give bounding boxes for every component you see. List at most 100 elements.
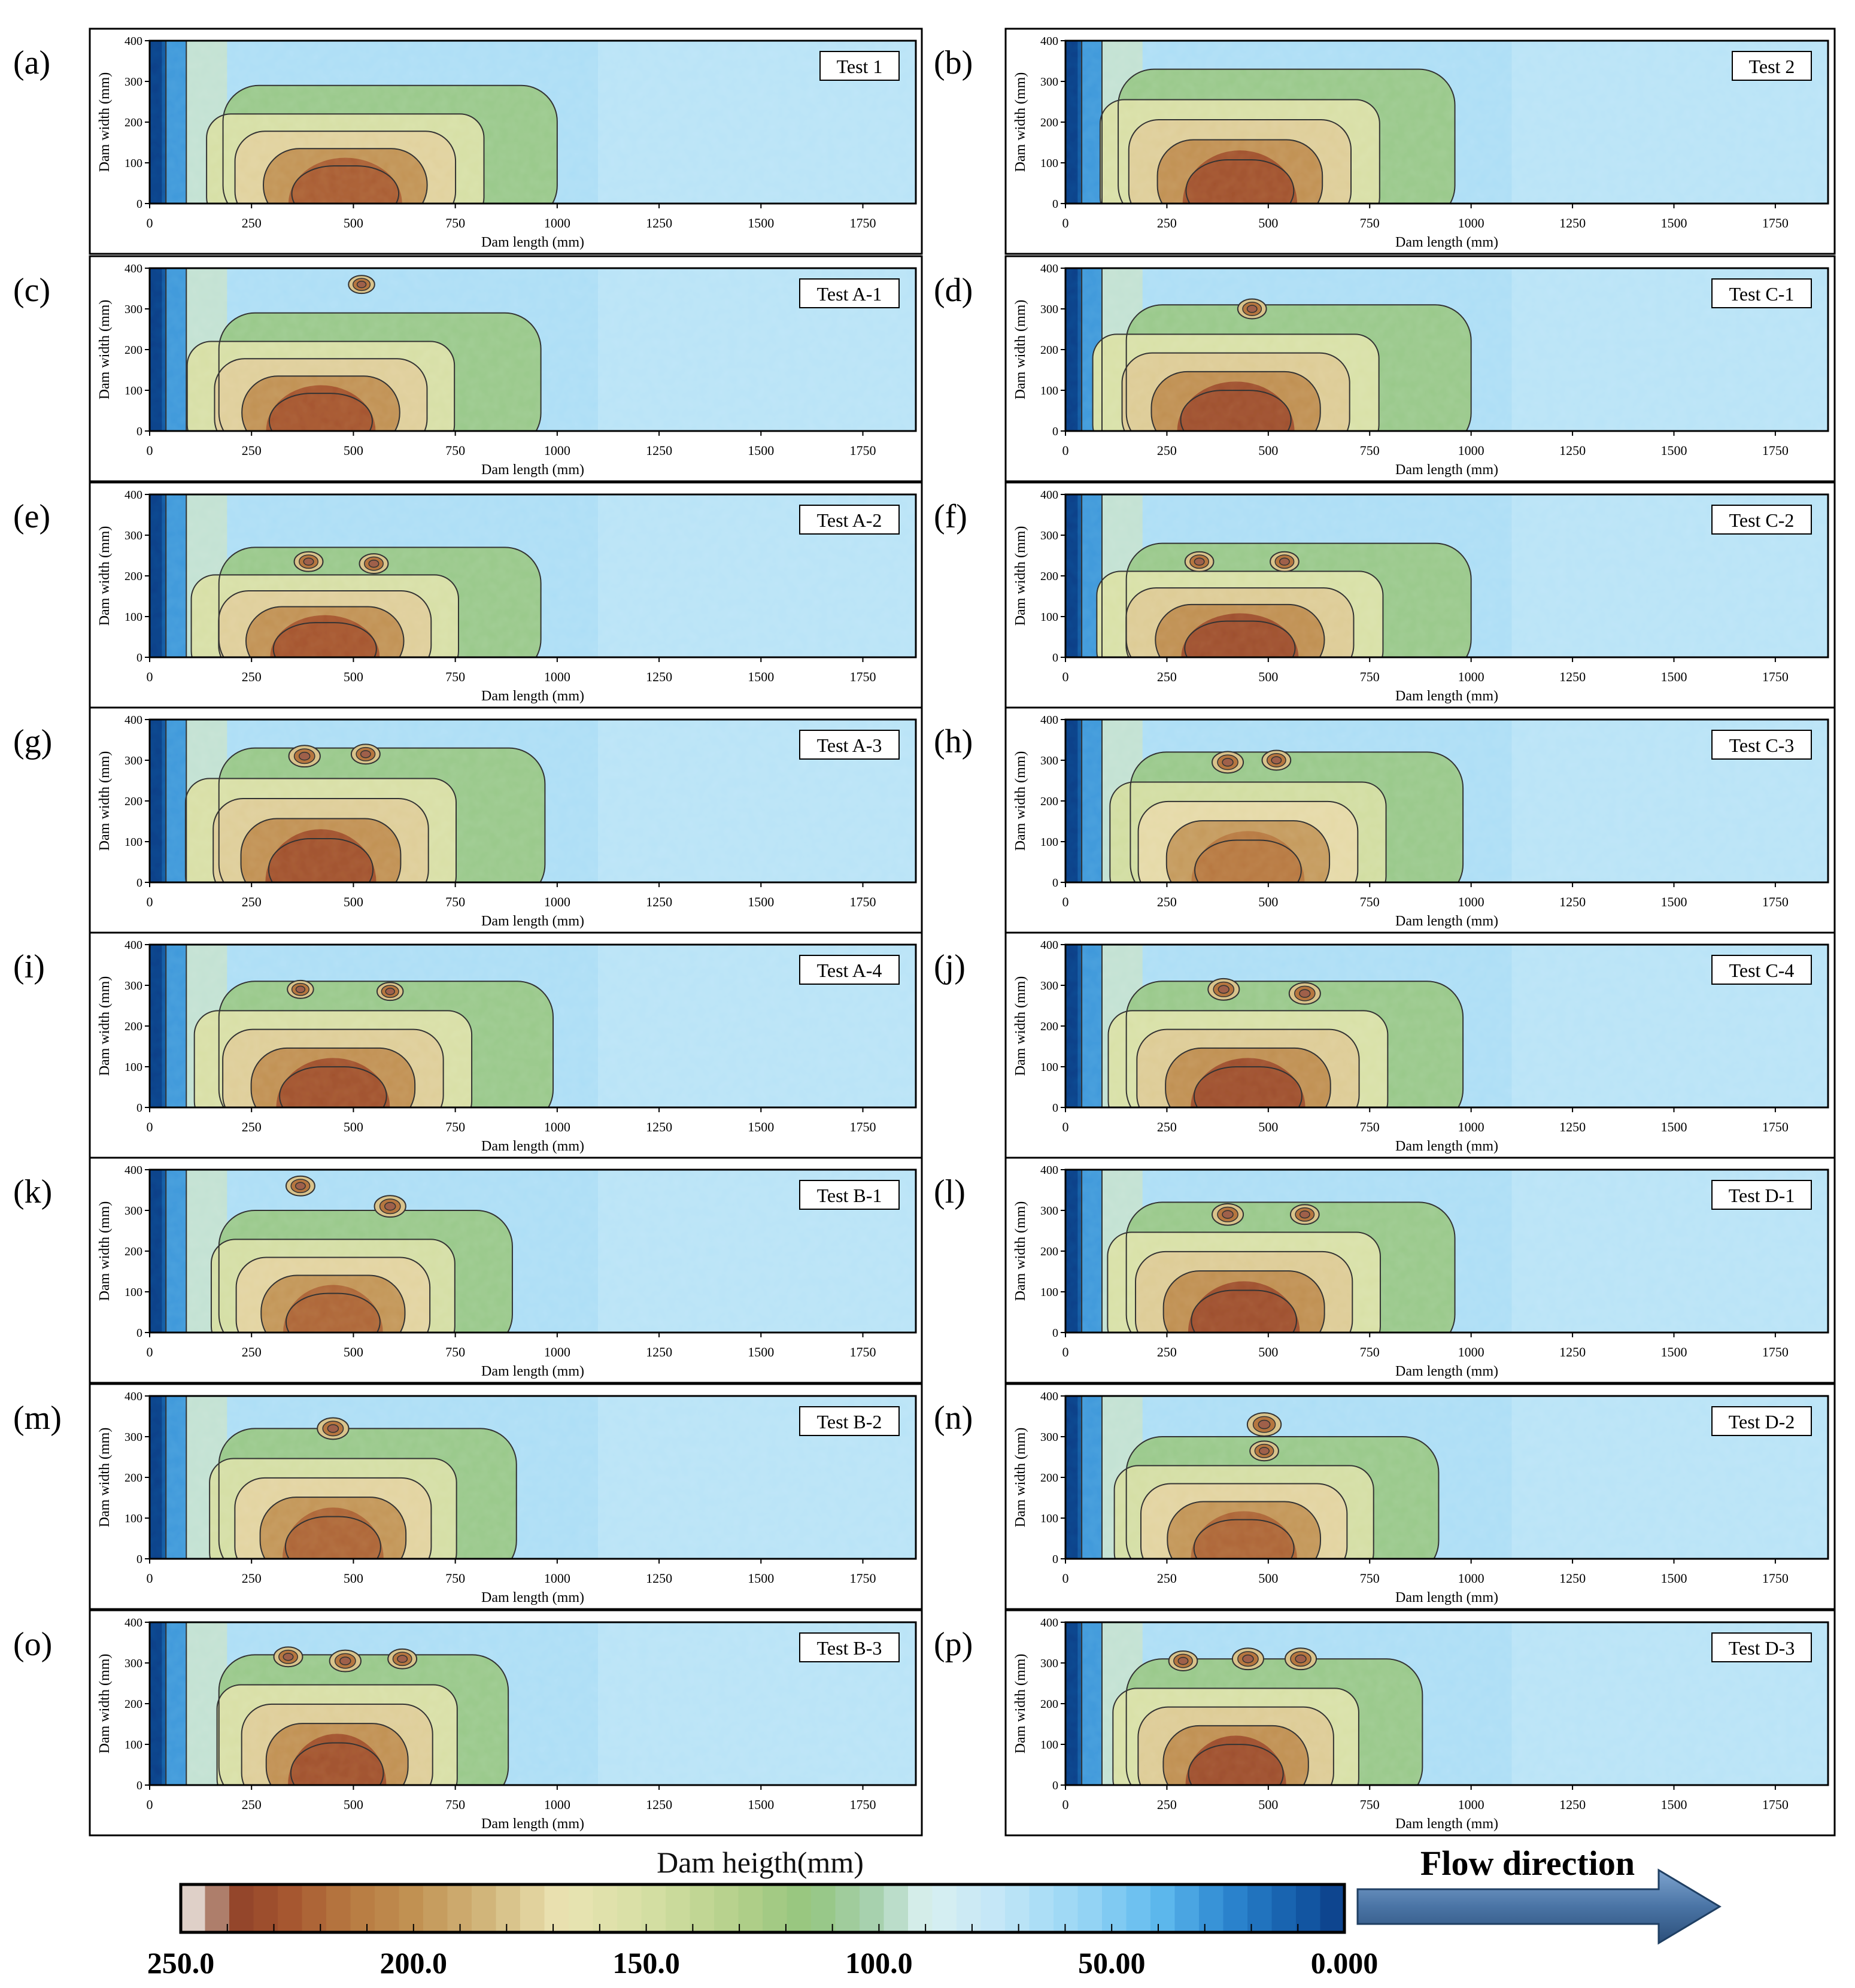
x-tick-label: 500 [344,1797,363,1812]
contour-line [279,1066,387,1107]
contour-line [184,778,457,882]
y-tick-label: 300 [1040,1431,1058,1444]
panel-p: (p) Test D-3 0 250 500 750 1000 1250 1500 1750 0 10… [934,1609,1836,1837]
y-tick-label: 300 [125,75,142,89]
x-tick-label: 750 [1360,1797,1380,1812]
x-tick-label: 1500 [748,443,774,458]
x-tick-label: 0 [1062,1344,1069,1359]
x-tick-label: 1500 [748,1797,774,1812]
colorbar-ticks: 250.0 200.0 150.0 100.0 50.00 0.000 [147,1924,1378,1980]
contour-line [284,1516,381,1559]
x-tick-label: 1750 [849,1571,876,1586]
y-tick-label: 200 [1040,116,1058,129]
x-tick-label: 1750 [1762,443,1789,458]
x-tick-label: 1250 [1559,1797,1586,1812]
x-tick-label: 250 [242,1119,262,1134]
y-axis-label: Dam width (mm) [97,1428,113,1528]
y-tick-label: 100 [1040,1512,1058,1525]
field-edge-band [150,720,162,882]
y-tick-label: 400 [125,35,142,48]
field-edge-band [166,1170,187,1333]
x-tick-label: 1250 [646,1797,672,1812]
x-tick-label: 0 [147,894,153,909]
panel-title: Test A-1 [799,278,900,308]
contour-line [1130,751,1464,882]
x-tick-label: 750 [445,1571,465,1586]
height-field [150,41,916,204]
x-tick-label: 1500 [1660,669,1687,684]
y-tick-label: 400 [125,1164,142,1177]
y-tick-label: 300 [1040,979,1058,993]
y-tick-label: 400 [125,262,142,275]
x-tick-label: 500 [344,1571,363,1586]
contour-line [290,1742,384,1785]
x-tick-label: 1750 [1762,669,1789,684]
y-tick-label: 200 [125,570,142,583]
y-tick-label: 0 [1052,1101,1058,1115]
contour-line [1125,587,1355,657]
mound-bump [1184,551,1215,572]
mound-bump [1207,978,1240,1001]
x-tick-label: 0 [1062,894,1069,909]
height-field [1065,1622,1828,1785]
y-tick-label: 400 [1040,939,1058,952]
x-tick-label: 0 [147,1797,153,1812]
x-axis-label: Dam length (mm) [1395,1139,1498,1154]
x-tick-label: 250 [1157,669,1177,684]
panel-label: (j) [934,948,966,985]
x-tick-label: 1000 [1458,1119,1484,1134]
colorbar-cell [690,1884,715,1932]
contour-line [268,838,374,882]
x-axis-label: Dam length (mm) [481,1590,584,1605]
panel-n: (n) Test D-2 0 250 500 750 1000 1250 1500 1750 0 10… [934,1383,1836,1610]
x-axis-label: Dam length (mm) [1395,462,1498,478]
panel-frame [1004,28,1836,255]
field-edge-band [150,494,162,657]
contour-line [1128,119,1352,204]
contour-line [234,130,457,204]
y-tick-label: 100 [1040,1738,1058,1752]
x-tick-label: 1000 [544,669,570,684]
contour-line [1137,1706,1334,1785]
contour-line [222,84,558,204]
y-tick-label: 200 [1040,1471,1058,1485]
x-tick-label: 1250 [1559,443,1586,458]
contour-line [218,981,554,1107]
x-tick-label: 250 [1157,894,1177,909]
colorbar-cell [1223,1884,1248,1932]
x-tick-label: 0 [147,1571,153,1586]
contour-line [218,547,542,657]
y-tick-label: 100 [125,157,142,170]
contour-line [240,818,402,882]
contour-line [1099,99,1380,204]
x-tick-label: 500 [1258,216,1278,230]
y-tick-label: 100 [1040,1286,1058,1299]
svg-text:Test A-3: Test A-3 [817,735,882,756]
mound-bump [288,745,321,768]
x-tick-label: 1250 [646,443,672,458]
panel-j: (j) Test C-4 0 250 500 750 1000 1250 1500 1750 0 10… [934,931,1836,1159]
mound-bump [273,1646,303,1668]
x-tick-label: 750 [1360,216,1380,230]
contour-line [210,1239,456,1333]
x-tick-label: 250 [242,443,262,458]
x-tick-label: 750 [1360,1119,1380,1134]
panel-frame [89,1609,923,1837]
field-edge-band [166,1622,187,1785]
mound-bump [317,1417,350,1440]
contour-line [218,1210,513,1333]
contour-line [1155,603,1325,657]
x-axis-label: Dam length (mm) [481,1139,584,1154]
panel-title: Test C-4 [1711,955,1812,985]
y-tick-label: 400 [1040,1616,1058,1629]
x-axis-label: Dam length (mm) [1395,688,1498,704]
contour-line [272,622,377,657]
field-edge-band [1065,1170,1078,1333]
mound-bump [376,982,404,1001]
contour-line [222,1028,444,1107]
contour-line [285,1292,381,1333]
y-tick-label: 0 [1052,198,1058,211]
x-tick-label: 750 [1360,443,1380,458]
x-tick-label: 1500 [1660,443,1687,458]
